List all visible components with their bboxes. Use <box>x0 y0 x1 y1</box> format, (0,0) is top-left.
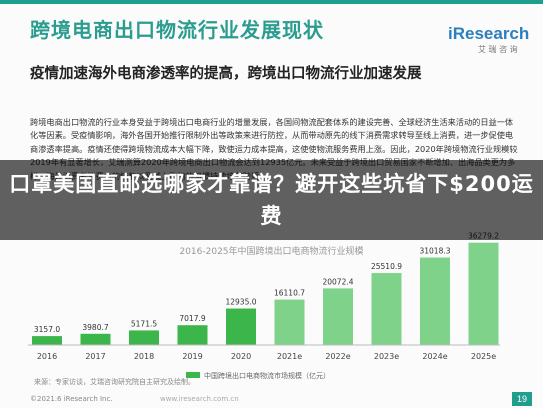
overlay-banner <box>0 160 543 240</box>
value-label-2020: 12935.0 <box>225 298 256 307</box>
x-tick-2022e: 2022e <box>325 352 350 361</box>
iresearch-logo: iResearch <box>448 24 529 44</box>
value-label-2016: 3157.0 <box>34 325 60 334</box>
x-tick-2023e: 2023e <box>374 352 399 361</box>
overlay-banner-text: 口罩美国直邮选哪家才靠谱？避开这些坑省下$200运费 <box>9 172 534 228</box>
chart-subtitle: 2016-2025年中国跨境出口电商物流行业规模 <box>179 247 364 257</box>
value-label-2023e: 25510.9 <box>371 262 402 271</box>
bar-2024e <box>420 257 450 345</box>
chart-x-tick-labels: 2016 2017 2018 2019 2020 2021e 2022e 2023e 2024e… <box>37 352 496 361</box>
x-tick-2016: 2016 <box>37 352 57 361</box>
legend-label: 中国跨境出口电商物流市场规模（亿元） <box>204 371 330 380</box>
bar-2025e <box>468 242 499 345</box>
brand-subtitle: 艾 瑞 咨 询 <box>478 45 518 54</box>
value-label-2022e: 20072.4 <box>322 277 353 286</box>
top-accent-bar <box>0 0 543 4</box>
x-tick-2025e: 2025e <box>471 352 496 361</box>
bar-2019 <box>177 325 208 345</box>
footer: ©2021.6 iResearch Inc. www.iresearch.com… <box>0 392 543 408</box>
value-label-2024e: 31018.3 <box>419 247 450 256</box>
page-title: 跨境电商出口物流行业发展现状 <box>30 18 324 42</box>
section-subtitle: 疫情加速海外电商渗透率的提高，跨境出口物流行业加速发展 <box>30 66 422 82</box>
chart-bars <box>32 242 499 345</box>
bar-2018 <box>129 330 159 345</box>
bar-2021e <box>274 299 305 345</box>
value-label-2018: 5171.5 <box>131 319 157 328</box>
brand-name: iResearch <box>448 24 530 43</box>
x-tick-2021e: 2021e <box>277 352 302 361</box>
bar-2022e <box>323 288 353 345</box>
copyright: ©2021.6 iResearch Inc. <box>30 395 113 403</box>
x-tick-2024e: 2024e <box>422 352 447 361</box>
x-tick-2019: 2019 <box>182 352 202 361</box>
bar-2020 <box>226 308 256 345</box>
value-label-2021e: 16110.7 <box>274 289 305 298</box>
bar-2016 <box>32 336 62 345</box>
value-label-2017: 3980.7 <box>82 323 108 332</box>
bar-2017 <box>80 333 111 345</box>
bar-2023e <box>371 273 402 345</box>
x-tick-2018: 2018 <box>134 352 154 361</box>
x-tick-2020: 2020 <box>231 352 251 361</box>
source-footnote: 来源：专家访谈，艾瑞咨询研究院自主研究及绘制。 <box>34 378 195 386</box>
footer-website: www.iresearch.com.cn <box>160 395 239 403</box>
value-label-2019: 7017.9 <box>179 314 205 323</box>
page-number: 19 <box>512 392 532 406</box>
legend-swatch <box>186 372 200 378</box>
x-tick-2017: 2017 <box>85 352 105 361</box>
